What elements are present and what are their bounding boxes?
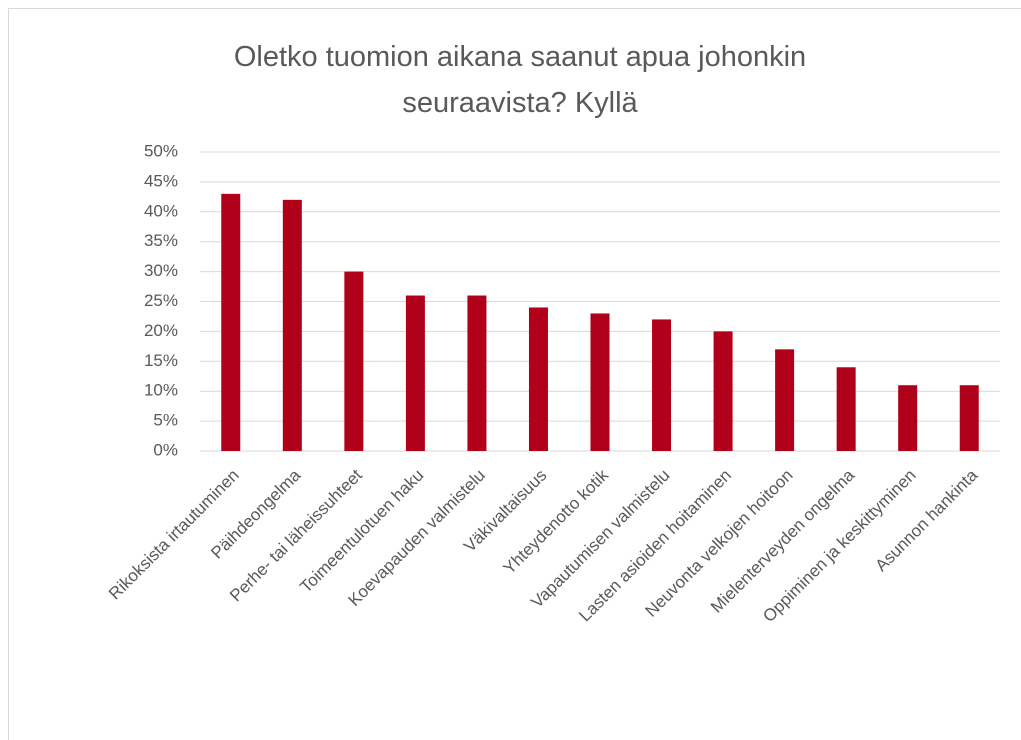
bar — [898, 385, 918, 451]
y-tick-label: 5% — [153, 411, 178, 430]
y-tick-label: 15% — [144, 351, 178, 370]
y-tick-label: 25% — [144, 291, 178, 310]
y-tick-label: 0% — [153, 440, 178, 459]
y-tick-label: 30% — [144, 261, 178, 280]
bar — [590, 313, 610, 451]
y-tick-label: 35% — [144, 231, 178, 250]
bar — [652, 319, 672, 451]
bar — [344, 271, 364, 451]
bar — [528, 307, 548, 451]
bar — [467, 295, 487, 451]
x-tick-label: Yhteydenotto kotik — [500, 465, 613, 578]
y-tick-label: 50% — [144, 141, 178, 160]
bar — [713, 331, 733, 451]
chart-border — [8, 8, 1021, 740]
chart-title: Oletko tuomion aikana saanut apua johonk… — [233, 41, 807, 119]
bar — [836, 367, 856, 451]
bar — [221, 193, 241, 452]
bar — [282, 199, 302, 451]
y-tick-label: 10% — [144, 381, 178, 400]
x-tick-label: Asunnon hankinta — [872, 465, 982, 575]
y-tick-label: 20% — [144, 321, 178, 340]
bar — [775, 349, 795, 451]
y-tick-label: 40% — [144, 201, 178, 220]
bar — [959, 385, 979, 451]
bar — [405, 295, 425, 451]
y-tick-label: 45% — [144, 171, 178, 190]
x-tick-label: Toimeentulotuen haku — [296, 466, 427, 597]
